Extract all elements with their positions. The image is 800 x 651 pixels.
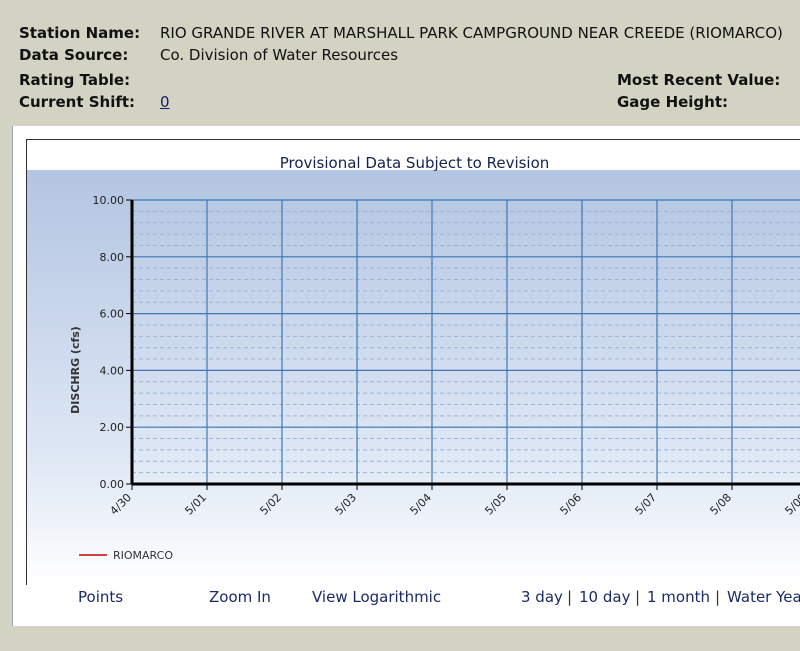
y-axis-label: DISCHRG (cfs): [69, 326, 82, 414]
legend-label-riomarco: RIOMARCO: [113, 549, 173, 562]
range-separator: |: [635, 588, 641, 606]
y-tick-label: 8.00: [100, 251, 125, 264]
station-name-label: Station Name:: [19, 24, 141, 42]
most-recent-value-label: Most Recent Value:: [617, 71, 781, 89]
chart-panel: 0.00 2.00 4.00 6.00 8.00 10.00 4/30 5/01 5/02 5/…: [12, 126, 800, 626]
range-1-month-link[interactable]: 1 month: [647, 588, 710, 606]
zoom-in-button[interactable]: Zoom In: [209, 588, 271, 606]
chart-footer: Points Zoom In View Logarithmic 3 day | …: [13, 586, 800, 626]
range-water-year-link[interactable]: Water Year: [727, 588, 800, 606]
y-tick-labels: 0.00 2.00 4.00 6.00 8.00 10.00: [93, 194, 132, 491]
chart-title: Provisional Data Subject to Revision: [279, 154, 550, 172]
chart-frame: 0.00 2.00 4.00 6.00 8.00 10.00 4/30 5/01 5/02 5/…: [26, 139, 800, 585]
range-10-day-link[interactable]: 10 day: [579, 588, 631, 606]
data-source-value: Co. Division of Water Resources: [160, 46, 399, 64]
range-separator: |: [715, 588, 721, 606]
view-logarithmic-button[interactable]: View Logarithmic: [312, 588, 442, 606]
data-source-label: Data Source:: [19, 46, 129, 64]
plot-background: [27, 170, 800, 585]
points-button[interactable]: Points: [78, 588, 124, 606]
y-tick-label: 2.00: [100, 421, 125, 434]
y-tick-label: 0.00: [100, 478, 125, 491]
range-3-day-link[interactable]: 3 day: [521, 588, 563, 606]
current-shift-label: Current Shift:: [19, 93, 136, 111]
axes: [130, 200, 800, 486]
y-tick-label: 10.00: [93, 194, 125, 207]
range-separator: |: [567, 588, 573, 606]
y-tick-label: 4.00: [100, 364, 125, 377]
rating-table-label: Rating Table:: [19, 71, 131, 89]
y-tick-label: 6.00: [100, 308, 125, 321]
legend: RIOMARCO: [79, 549, 173, 562]
gage-height-label: Gage Height:: [617, 93, 729, 111]
current-shift-link[interactable]: 0: [160, 93, 170, 111]
station-name-value: RIO GRANDE RIVER AT MARSHALL PARK CAMPGR…: [160, 24, 783, 42]
